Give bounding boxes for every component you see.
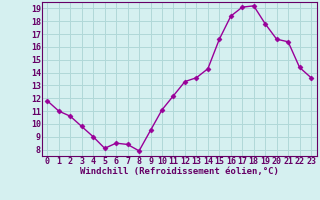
X-axis label: Windchill (Refroidissement éolien,°C): Windchill (Refroidissement éolien,°C) <box>80 167 279 176</box>
